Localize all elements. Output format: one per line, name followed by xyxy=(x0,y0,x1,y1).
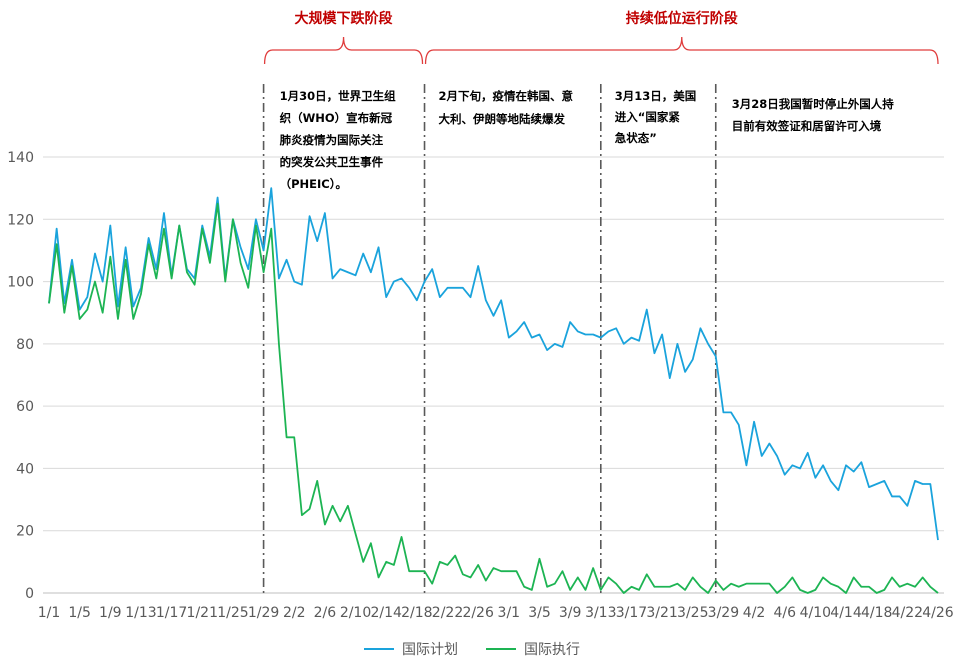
phase-label-2: 持续低位运行阶段 xyxy=(626,10,738,27)
x-tick-label-1-21: 1/21 xyxy=(187,605,218,621)
y-tick-label-80: 80 xyxy=(16,337,34,353)
x-tick-label-1-1: 1/1 xyxy=(38,605,61,621)
x-tick-label-3-13: 3/13 xyxy=(585,605,616,621)
annotation-1-line-3: 肺炎疫情为国际关注 xyxy=(280,133,384,147)
x-tick-label-1-5: 1/5 xyxy=(68,605,91,621)
annotation-3-line-1: 3月13日，美国 xyxy=(615,89,697,103)
annotation-4: 3月28日我国暂时停止外国人持目前有效签证和居留许可入境 xyxy=(732,97,895,133)
series-line-2 xyxy=(48,202,939,594)
legend-label-1: 国际计划 xyxy=(402,642,458,658)
annotation-1: 1月30日，世界卫生组织（WHO）宣布新冠肺炎疫情为国际关注的突发公共卫生事件 （… xyxy=(280,89,397,191)
x-tick-label-3-21: 3/21 xyxy=(646,605,677,621)
legend-label-2: 国际执行 xyxy=(524,642,580,658)
x-tick-label-2-22: 2/22 xyxy=(432,605,463,621)
x-tick-label-3-17: 3/17 xyxy=(616,605,647,621)
y-tick-label-120: 120 xyxy=(7,212,34,228)
annotation-3: 3月13日，美国进入“国家紧急状态” xyxy=(615,89,697,145)
x-tick-label-2-2: 2/2 xyxy=(283,605,306,621)
annotation-3-line-2: 进入“国家紧 xyxy=(615,110,681,124)
x-tick-label-1-25: 1/25 xyxy=(217,605,248,621)
x-tick-label-4-6: 4/6 xyxy=(773,605,796,621)
annotation-2-line-2: 大利、伊朗等地陆续爆发 xyxy=(439,112,566,126)
annotation-1-line-4: 的突发公共卫生事件 xyxy=(280,155,384,169)
x-tick-label-4-18: 4/18 xyxy=(861,605,892,621)
y-tick-label-0: 0 xyxy=(25,586,34,602)
x-tick-label-3-9: 3/9 xyxy=(559,605,582,621)
annotations: 1月30日，世界卫生组织（WHO）宣布新冠肺炎疫情为国际关注的突发公共卫生事件 （… xyxy=(280,89,895,191)
x-tick-label-2-10: 2/10 xyxy=(340,605,371,621)
series-lines xyxy=(48,187,939,594)
x-tick-label-3-1: 3/1 xyxy=(498,605,521,621)
x-tick-label-2-18: 2/18 xyxy=(401,605,432,621)
annotation-1-line-5: （PHEIC）。 xyxy=(280,177,347,191)
x-tick-label-4-26: 4/26 xyxy=(922,605,954,621)
x-tick-label-3-29: 3/29 xyxy=(708,605,739,621)
x-tick-label-4-22: 4/22 xyxy=(892,605,923,621)
legend: 国际计划 国际执行 xyxy=(364,642,580,658)
annotation-4-line-2: 目前有效签证和居留许可入境 xyxy=(732,119,882,133)
y-axis-ticks: 0 20 40 60 80 100 120 140 xyxy=(7,150,34,602)
x-tick-label-4-2: 4/2 xyxy=(743,605,766,621)
annotation-1-line-2: 织（WHO）宣布新冠 xyxy=(280,111,393,125)
phase-brackets: 大规模下跌阶段 持续低位运行阶段 xyxy=(263,10,939,65)
annotation-4-line-1: 3月28日我国暂时停止外国人持 xyxy=(732,97,895,111)
x-tick-label-4-10: 4/10 xyxy=(800,605,831,621)
annotation-3-line-3: 急状态” xyxy=(615,131,657,145)
y-tick-label-40: 40 xyxy=(16,461,34,477)
x-tick-label-4-14: 4/14 xyxy=(830,605,862,621)
x-tick-label-1-29: 1/29 xyxy=(248,605,279,621)
x-tick-label-2-26: 2/26 xyxy=(462,605,494,621)
y-tick-label-60: 60 xyxy=(16,399,34,415)
y-tick-label-140: 140 xyxy=(7,150,34,166)
phase-bracket-2 xyxy=(424,36,939,65)
phase-label-1: 大规模下跌阶段 xyxy=(295,10,393,27)
y-tick-label-100: 100 xyxy=(7,275,34,291)
x-tick-label-3-25: 3/25 xyxy=(677,605,708,621)
y-tick-label-20: 20 xyxy=(16,524,34,540)
x-tick-label-2-6: 2/6 xyxy=(314,605,337,621)
annotation-1-line-1: 1月30日，世界卫生组 xyxy=(280,89,397,103)
x-axis: 1/1 1/5 1/9 1/13 1/17 1/21 1/25 1/29 2/2 2/6 2/10 2… xyxy=(38,592,954,621)
annotation-2-line-1: 2月下旬，疫情在韩国、意 xyxy=(439,89,574,103)
annotation-2: 2月下旬，疫情在韩国、意大利、伊朗等地陆续爆发 xyxy=(439,89,574,126)
x-tick-label-1-9: 1/9 xyxy=(99,605,122,621)
x-tick-label-2-14: 2/14 xyxy=(370,605,402,621)
phase-bracket-1 xyxy=(263,36,424,65)
x-tick-label-1-17: 1/17 xyxy=(156,605,187,621)
x-tick-label-1-13: 1/13 xyxy=(125,605,156,621)
x-tick-label-3-5: 3/5 xyxy=(528,605,551,621)
gridlines xyxy=(43,156,944,532)
